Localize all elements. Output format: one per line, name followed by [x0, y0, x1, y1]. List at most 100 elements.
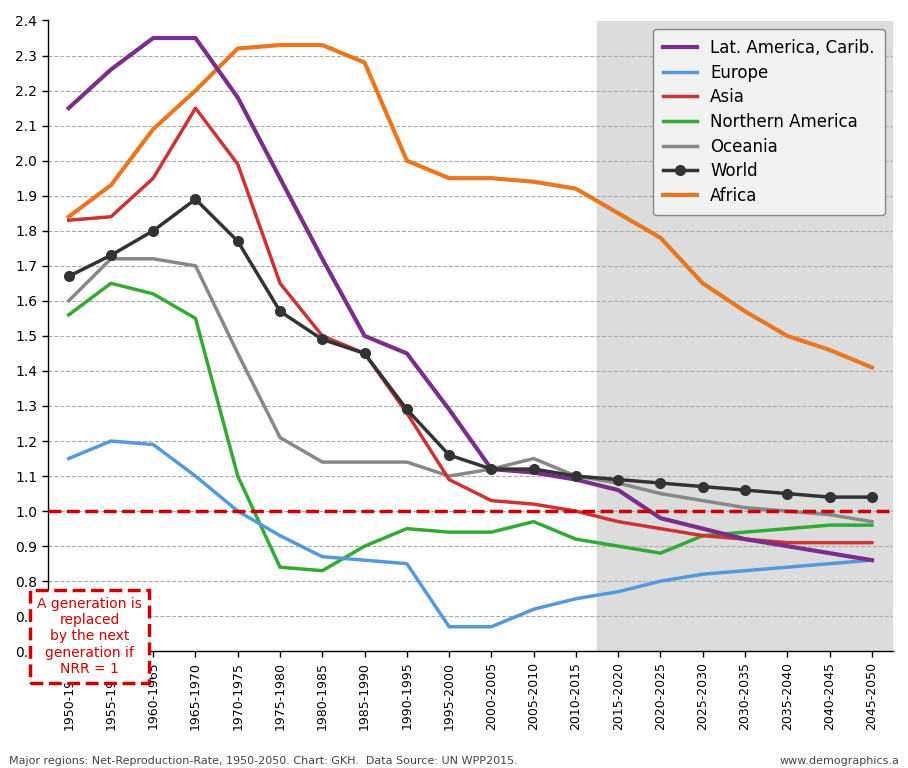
Northern America — [401, 524, 412, 533]
World — [360, 349, 370, 358]
Africa — [190, 86, 201, 95]
Africa — [697, 279, 708, 288]
Asia — [317, 331, 328, 340]
Oceania — [148, 254, 159, 263]
Europe — [317, 552, 328, 561]
Lat. America, Carib. — [64, 104, 74, 113]
Lat. America, Carib. — [360, 331, 370, 340]
World — [317, 335, 328, 344]
Oceania — [824, 510, 835, 519]
Line: Lat. America, Carib.: Lat. America, Carib. — [69, 38, 872, 560]
Lat. America, Carib. — [190, 34, 201, 43]
Oceania — [782, 507, 793, 516]
Asia — [866, 538, 877, 548]
Lat. America, Carib. — [148, 34, 159, 43]
Africa — [232, 44, 243, 53]
Lat. America, Carib. — [740, 535, 751, 544]
Northern America — [360, 541, 370, 551]
Oceania — [528, 454, 539, 463]
World — [824, 492, 835, 502]
Africa — [866, 362, 877, 372]
Europe — [401, 559, 412, 568]
Oceania — [401, 458, 412, 467]
Asia — [444, 475, 455, 484]
Africa — [360, 58, 370, 67]
Africa — [486, 174, 497, 183]
Northern America — [697, 531, 708, 540]
Africa — [317, 41, 328, 50]
Europe — [190, 472, 201, 481]
Oceania — [444, 472, 455, 481]
Oceania — [232, 349, 243, 358]
Asia — [655, 524, 666, 533]
Northern America — [148, 290, 159, 299]
Europe — [613, 587, 624, 596]
Northern America — [824, 521, 835, 530]
World — [866, 492, 877, 502]
Europe — [444, 622, 455, 631]
Europe — [655, 577, 666, 586]
World — [613, 475, 624, 484]
Northern America — [486, 528, 497, 537]
World — [655, 478, 666, 488]
Africa — [655, 233, 666, 243]
Lat. America, Carib. — [655, 514, 666, 523]
Asia — [232, 160, 243, 169]
World — [697, 482, 708, 492]
Northern America — [190, 314, 201, 323]
Oceania — [105, 254, 116, 263]
Northern America — [613, 541, 624, 551]
Asia — [190, 104, 201, 113]
Lat. America, Carib. — [824, 548, 835, 558]
Northern America — [105, 279, 116, 288]
Asia — [105, 212, 116, 221]
World — [232, 237, 243, 246]
Africa — [444, 174, 455, 183]
Africa — [570, 184, 581, 194]
Lat. America, Carib. — [697, 524, 708, 533]
Oceania — [697, 496, 708, 505]
Asia — [697, 531, 708, 540]
Africa — [740, 306, 751, 316]
Asia — [148, 174, 159, 183]
Lat. America, Carib. — [486, 465, 497, 474]
World — [148, 226, 159, 235]
Northern America — [232, 472, 243, 481]
Europe — [782, 563, 793, 572]
World — [528, 465, 539, 474]
Europe — [360, 555, 370, 564]
Asia — [528, 499, 539, 508]
Bar — [597, 21, 893, 651]
Text: Major regions: Net-Reproduction-Rate, 1950-2050. Chart: GKH.  Data Source: UN WP: Major regions: Net-Reproduction-Rate, 19… — [9, 756, 518, 766]
Africa — [148, 124, 159, 134]
Oceania — [486, 465, 497, 474]
Asia — [274, 279, 285, 288]
World — [444, 451, 455, 460]
Lat. America, Carib. — [570, 475, 581, 484]
Europe — [824, 559, 835, 568]
Oceania — [190, 261, 201, 270]
Europe — [274, 531, 285, 540]
Northern America — [782, 524, 793, 533]
Oceania — [274, 433, 285, 442]
Asia — [740, 535, 751, 544]
Africa — [105, 180, 116, 190]
World — [570, 472, 581, 481]
World — [740, 485, 751, 495]
Northern America — [64, 310, 74, 319]
Lat. America, Carib. — [782, 541, 793, 551]
Europe — [486, 622, 497, 631]
Asia — [613, 517, 624, 526]
Oceania — [317, 458, 328, 467]
Northern America — [866, 521, 877, 530]
Northern America — [655, 548, 666, 558]
World — [105, 250, 116, 260]
World — [64, 272, 74, 281]
Asia — [360, 349, 370, 358]
Africa — [613, 209, 624, 218]
Lat. America, Carib. — [274, 174, 285, 183]
Europe — [232, 507, 243, 516]
Lat. America, Carib. — [401, 349, 412, 358]
Asia — [64, 216, 74, 225]
Line: Asia: Asia — [69, 108, 872, 543]
